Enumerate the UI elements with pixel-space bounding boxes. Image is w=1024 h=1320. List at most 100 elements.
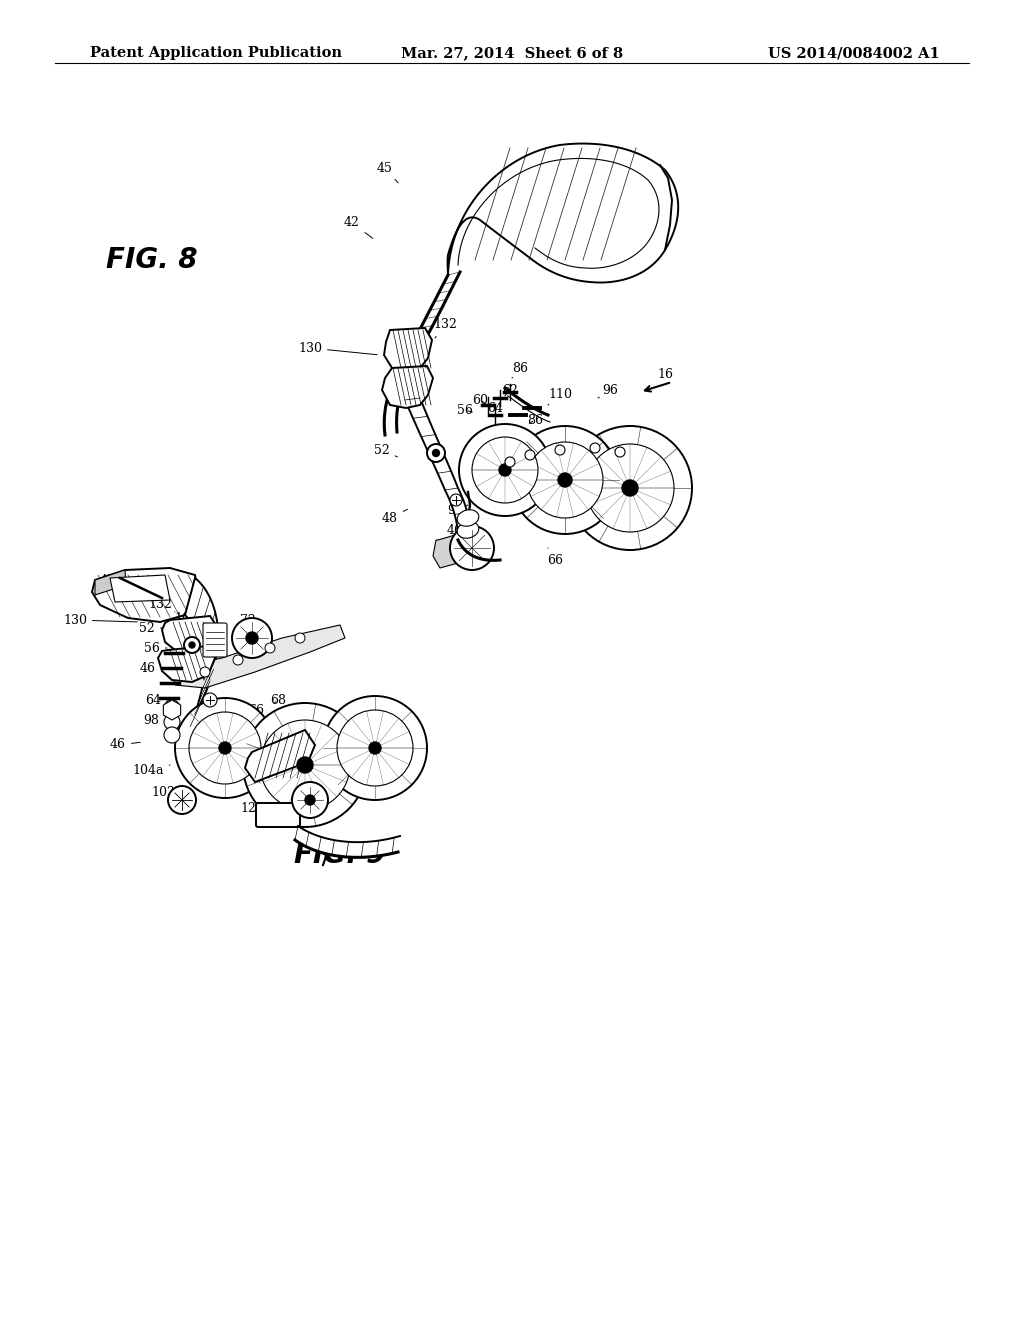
Circle shape [233, 655, 243, 665]
Text: 16: 16 [302, 813, 318, 826]
Circle shape [555, 445, 565, 455]
Circle shape [184, 638, 200, 653]
FancyBboxPatch shape [203, 623, 227, 657]
Polygon shape [406, 399, 470, 550]
Polygon shape [295, 826, 400, 858]
Circle shape [219, 742, 231, 754]
Circle shape [450, 494, 462, 506]
Text: 70: 70 [287, 789, 303, 807]
Polygon shape [384, 272, 460, 436]
Text: 86: 86 [512, 362, 528, 378]
Text: 68: 68 [270, 693, 286, 706]
Text: FIG. 8: FIG. 8 [105, 246, 198, 275]
Circle shape [295, 634, 305, 643]
Polygon shape [382, 366, 433, 408]
Circle shape [297, 756, 313, 774]
Text: 70: 70 [597, 454, 613, 466]
Text: 60: 60 [472, 393, 488, 407]
Text: 104b: 104b [174, 611, 206, 624]
Circle shape [292, 781, 328, 818]
Text: 52: 52 [139, 622, 163, 635]
FancyBboxPatch shape [497, 449, 635, 490]
Circle shape [525, 450, 535, 459]
Text: 42: 42 [344, 216, 373, 239]
Polygon shape [92, 568, 198, 622]
Text: Patent Application Publication: Patent Application Publication [90, 46, 342, 61]
Circle shape [427, 444, 445, 462]
Text: 46: 46 [110, 738, 140, 751]
Polygon shape [95, 570, 126, 595]
Circle shape [189, 642, 195, 648]
Text: 86: 86 [527, 413, 543, 426]
Text: 48: 48 [382, 510, 408, 524]
Circle shape [164, 714, 180, 730]
Text: 102: 102 [152, 787, 183, 800]
Text: 42: 42 [100, 573, 132, 591]
Text: 56: 56 [457, 404, 473, 417]
Text: 68: 68 [625, 483, 648, 496]
Text: 46: 46 [140, 661, 162, 675]
Text: 72: 72 [460, 548, 476, 566]
Polygon shape [245, 730, 315, 781]
Text: 62: 62 [502, 384, 518, 396]
Text: 96: 96 [598, 384, 617, 399]
Polygon shape [185, 578, 218, 738]
Text: 132: 132 [433, 318, 457, 338]
Circle shape [323, 696, 427, 800]
Circle shape [246, 632, 258, 644]
Circle shape [527, 442, 603, 517]
Circle shape [568, 426, 692, 550]
Circle shape [175, 698, 275, 799]
Circle shape [305, 795, 315, 805]
Text: 104a: 104a [132, 763, 170, 776]
Text: 130: 130 [63, 614, 137, 627]
FancyBboxPatch shape [256, 803, 300, 828]
Polygon shape [384, 327, 432, 372]
Text: 132: 132 [148, 598, 175, 612]
Circle shape [511, 426, 618, 535]
Circle shape [260, 719, 350, 810]
Circle shape [432, 450, 439, 457]
Polygon shape [158, 645, 215, 682]
Polygon shape [447, 144, 678, 282]
Text: 110: 110 [548, 388, 572, 405]
Text: 52: 52 [374, 444, 397, 457]
Text: 56: 56 [144, 642, 167, 655]
Ellipse shape [457, 510, 479, 527]
Circle shape [203, 693, 217, 708]
Polygon shape [110, 576, 170, 602]
Text: 120: 120 [237, 748, 260, 767]
Polygon shape [164, 700, 180, 719]
Text: 122: 122 [240, 799, 264, 814]
Circle shape [499, 465, 511, 477]
Circle shape [337, 710, 413, 785]
Text: 98: 98 [447, 503, 468, 516]
Polygon shape [433, 535, 462, 568]
Circle shape [265, 643, 275, 653]
Text: FIG. 9: FIG. 9 [294, 841, 386, 870]
Polygon shape [173, 624, 345, 688]
Text: 98: 98 [143, 714, 169, 726]
Text: 16: 16 [657, 368, 673, 381]
Circle shape [200, 667, 210, 677]
Circle shape [505, 457, 515, 467]
Circle shape [168, 785, 196, 814]
Text: US 2014/0084002 A1: US 2014/0084002 A1 [768, 46, 940, 61]
Text: 96: 96 [230, 704, 246, 717]
Circle shape [243, 704, 367, 828]
Circle shape [459, 424, 551, 516]
Text: 66: 66 [547, 548, 563, 566]
Text: 64: 64 [487, 401, 503, 414]
FancyBboxPatch shape [217, 727, 381, 766]
Circle shape [450, 525, 494, 570]
Text: 72: 72 [240, 614, 256, 627]
Text: 66: 66 [248, 704, 264, 717]
Circle shape [615, 447, 625, 457]
Text: Mar. 27, 2014  Sheet 6 of 8: Mar. 27, 2014 Sheet 6 of 8 [401, 46, 623, 61]
Circle shape [189, 711, 261, 784]
Polygon shape [162, 616, 218, 652]
Circle shape [586, 444, 674, 532]
Text: 46: 46 [447, 524, 470, 536]
Circle shape [622, 480, 638, 496]
Circle shape [558, 473, 572, 487]
